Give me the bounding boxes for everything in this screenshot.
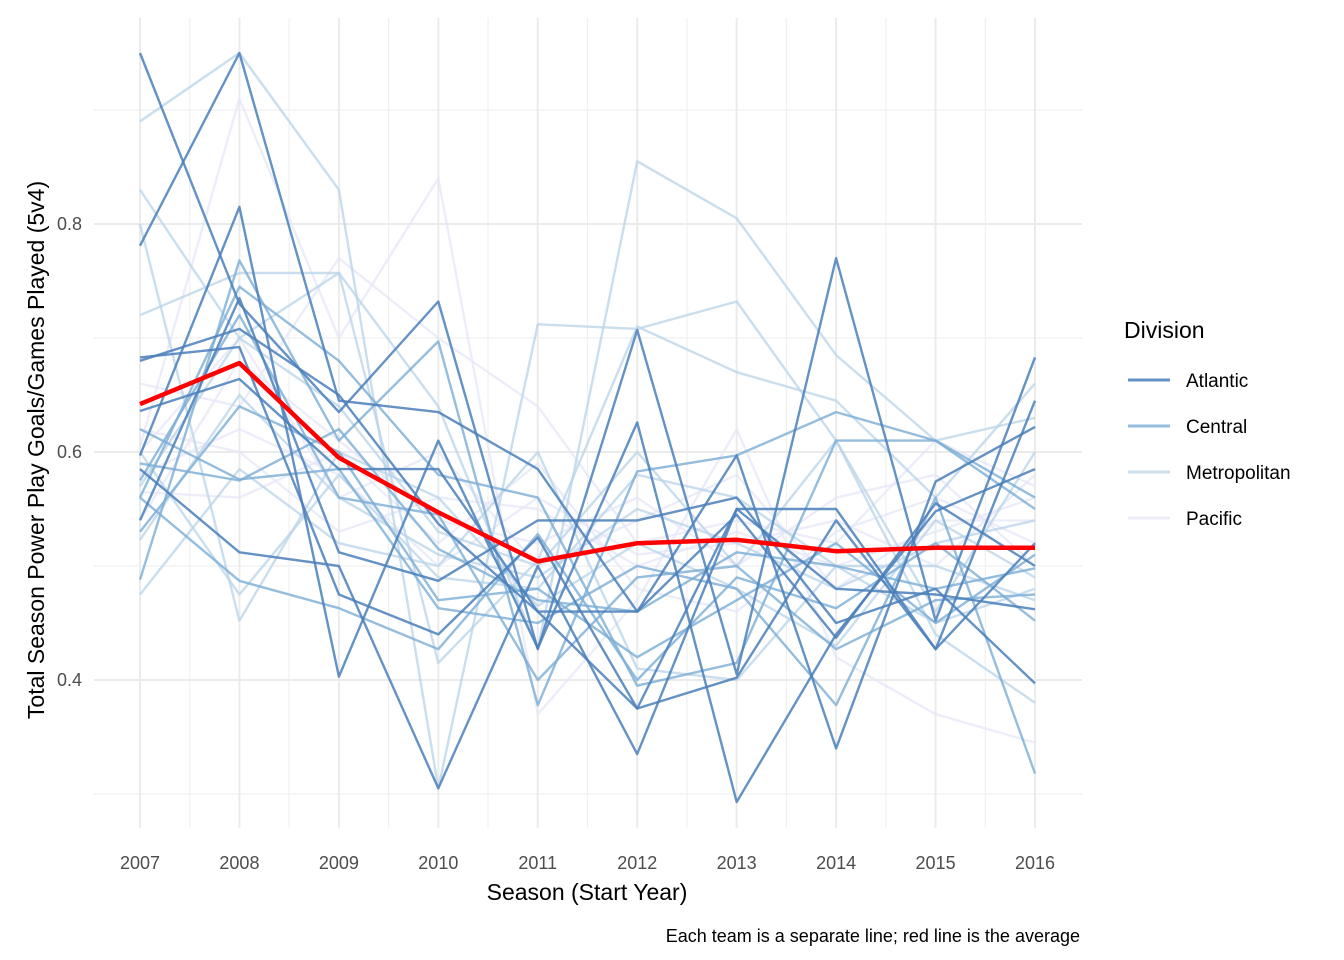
- x-tick-label: 2010: [418, 853, 458, 873]
- y-tick-label: 0.8: [57, 214, 82, 234]
- x-tick-label: 2011: [518, 853, 557, 873]
- team-line-pacific: [139, 257, 1036, 545]
- team-line-metropolitan: [139, 450, 1036, 682]
- major-gridlines: [94, 18, 1082, 828]
- x-tick-label: 2009: [319, 853, 359, 873]
- team-line-pacific: [139, 428, 1036, 568]
- team-line-central: [138, 259, 1036, 707]
- team-series-lines: [138, 51, 1037, 804]
- x-tick-label: 2013: [717, 853, 757, 873]
- team-line-pacific: [138, 97, 1036, 744]
- x-tick-label: 2007: [120, 853, 160, 873]
- team-line-metropolitan: [139, 271, 1036, 665]
- team-line-metropolitan: [139, 160, 1036, 651]
- average-series-line: [139, 360, 1035, 564]
- legend-item: Metropolitan: [1128, 463, 1291, 484]
- y-axis-ticks: 0.4 0.6 0.8: [57, 214, 82, 690]
- legend-label: Central: [1186, 417, 1247, 438]
- team-line-metropolitan: [139, 336, 1037, 613]
- x-tick-label: 2008: [219, 853, 259, 873]
- team-line-atlantic: [138, 51, 1036, 750]
- legend-label: Pacific: [1186, 509, 1242, 530]
- legend-item: Pacific: [1128, 509, 1242, 530]
- legend-item: Atlantic: [1128, 371, 1248, 392]
- team-line-atlantic: [138, 52, 1037, 676]
- x-tick-label: 2014: [816, 853, 856, 873]
- y-tick-label: 0.4: [57, 670, 82, 690]
- team-line-atlantic: [139, 327, 1036, 639]
- minor-gridlines: [94, 18, 1082, 828]
- x-tick-label: 2012: [617, 853, 657, 873]
- team-line-metropolitan: [139, 451, 1036, 602]
- average-line: [139, 360, 1035, 564]
- team-line-atlantic: [139, 377, 1036, 710]
- legend-title: Division: [1124, 317, 1205, 343]
- legend-label: Metropolitan: [1186, 463, 1291, 484]
- y-axis-title: Total Season Power Play Goals/Games Play…: [23, 181, 49, 719]
- chart-caption: Each team is a separate line; red line i…: [666, 926, 1080, 946]
- x-tick-label: 2015: [916, 853, 956, 873]
- y-tick-label: 0.6: [57, 442, 82, 462]
- team-line-atlantic: [139, 345, 1037, 710]
- team-line-metropolitan: [139, 51, 1036, 790]
- team-line-atlantic: [138, 205, 1036, 804]
- x-axis-title: Season (Start Year): [487, 879, 688, 905]
- team-line-central: [138, 314, 1036, 682]
- legend: Division Atlantic Central Metropolitan Paci…: [1124, 317, 1291, 530]
- legend-item: Central: [1128, 417, 1247, 438]
- x-axis-ticks: 2007 2008 2009 2010 2011 2012 2013 2014 2015 2016: [120, 853, 1055, 873]
- x-tick-label: 2016: [1015, 853, 1055, 873]
- legend-label: Atlantic: [1186, 371, 1248, 392]
- team-line-central: [139, 428, 1037, 774]
